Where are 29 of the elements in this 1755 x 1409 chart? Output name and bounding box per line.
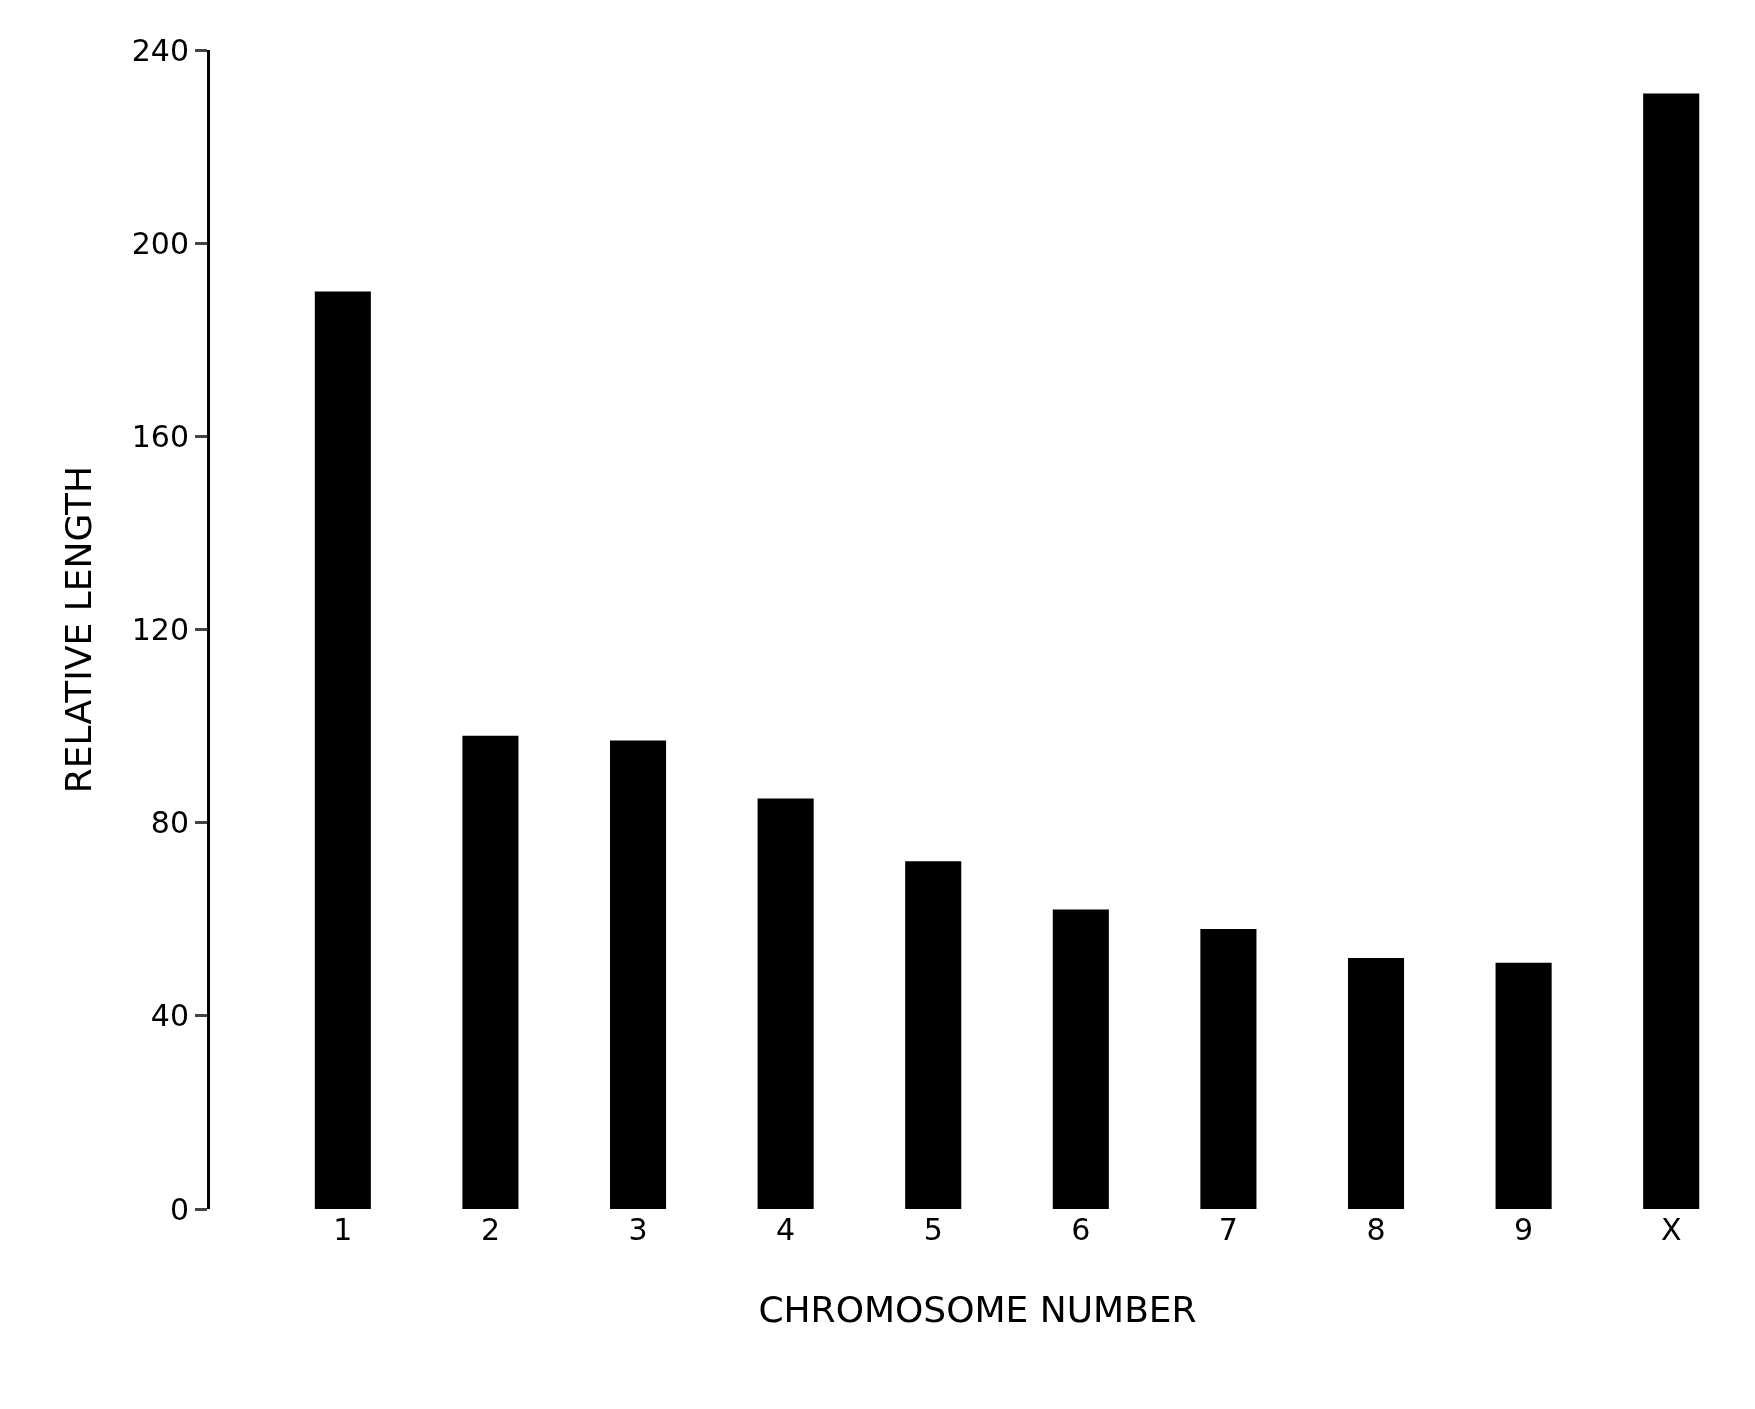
x-axis-title: CHROMOSOME NUMBER [758,1288,1197,1330]
x-tick-label: 7 [1218,1212,1238,1247]
x-tick-label: 8 [1366,1212,1386,1247]
x-tick-label: 3 [628,1212,648,1247]
x-tick-label: 2 [480,1212,500,1247]
bar [314,291,371,1209]
y-tick-label: 0 [169,1191,189,1227]
bar [1643,93,1700,1209]
bar [1200,928,1257,1209]
y-tick-label: 40 [150,998,189,1034]
bar [462,735,519,1209]
bar [757,798,814,1209]
x-tick-label: 9 [1514,1212,1534,1247]
bar [1052,909,1109,1209]
y-tick-label: 120 [131,612,189,647]
bar [1347,957,1405,1209]
bar [905,861,962,1209]
x-tick-label: X [1660,1212,1682,1247]
bar [609,740,667,1209]
x-tick-label: 5 [923,1212,943,1247]
x-tick-label: 1 [333,1212,353,1247]
y-tick-label: 160 [131,418,189,454]
y-tick-label: 200 [131,225,189,261]
y-tick-label: 80 [150,805,189,841]
x-tick-label: 4 [776,1212,796,1247]
bar [1495,962,1552,1209]
y-axis-title: RELATIVE LENGTH [57,465,99,794]
x-tick-label: 6 [1071,1212,1091,1247]
y-tick-label: 240 [131,32,189,68]
